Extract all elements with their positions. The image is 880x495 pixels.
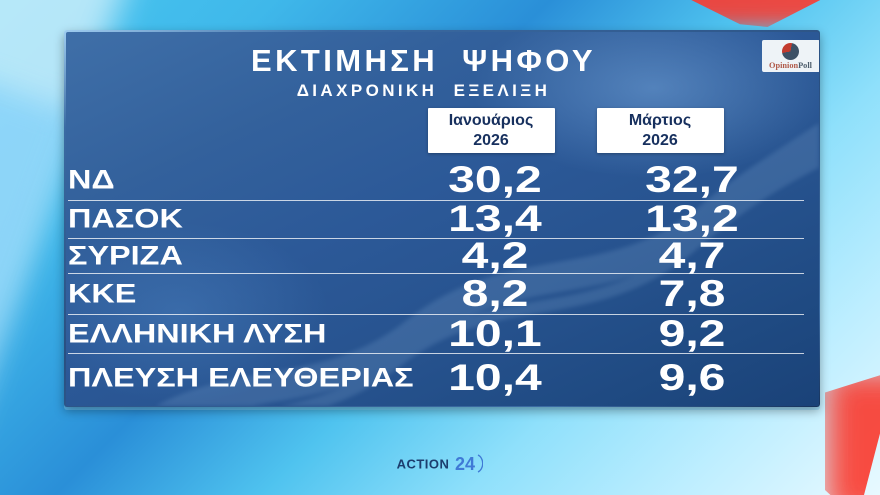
svg-text:24: 24 bbox=[455, 454, 475, 474]
